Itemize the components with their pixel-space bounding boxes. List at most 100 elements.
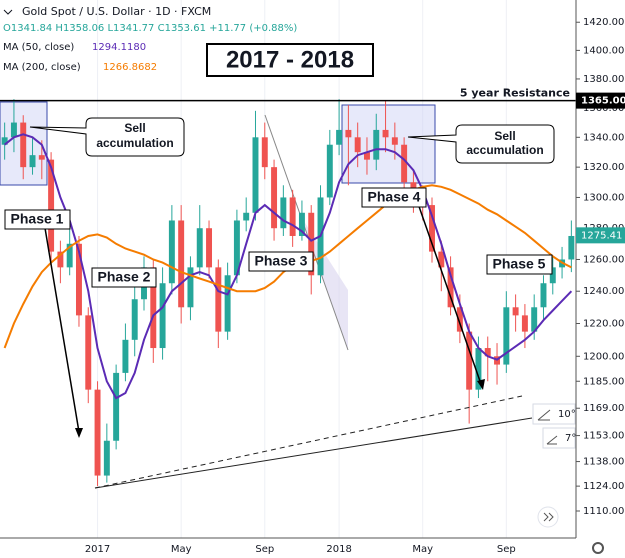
trend-line xyxy=(94,417,533,489)
callout-text: Sell xyxy=(124,121,145,135)
candle-body xyxy=(75,243,82,316)
ohlc-value: O1341.84 xyxy=(3,23,52,34)
candle-body xyxy=(224,275,231,332)
candle-body xyxy=(261,137,268,168)
ohlc-header: O1341.84 H1358.06 L1341.77 C1353.61 +11.… xyxy=(3,23,297,34)
phase-box xyxy=(486,254,553,275)
legend-entry: MA (50, close) xyxy=(3,42,74,53)
candle-body xyxy=(401,144,408,183)
y-tick-label: 1153.00 xyxy=(583,431,624,442)
callout-text: accumulation xyxy=(96,136,173,150)
last-price-label: 1275.41 xyxy=(581,230,622,241)
channel-line xyxy=(264,114,349,351)
candle-body xyxy=(512,307,519,316)
y-tick-label: 1380.00 xyxy=(583,74,624,85)
ohlc-change: +11.77 (+0.88%) xyxy=(209,23,297,34)
candle-body xyxy=(215,267,222,332)
candle-body xyxy=(103,440,110,476)
angle-icon xyxy=(537,409,551,421)
candle-body xyxy=(20,122,27,168)
y-tick-label: 1200.00 xyxy=(583,351,624,362)
y-tick-label: 1185.00 xyxy=(583,376,624,387)
candle-body xyxy=(429,205,435,252)
settings-button[interactable] xyxy=(592,542,604,554)
ohlc-value: C1353.61 xyxy=(158,23,206,34)
phase-label: Phase 4 xyxy=(368,189,421,205)
angle-box xyxy=(532,403,576,425)
ohlc-value: H1358.06 xyxy=(55,23,104,34)
candle-body xyxy=(363,152,370,160)
candle-body xyxy=(438,251,445,268)
candle-body xyxy=(447,267,454,308)
x-tick-label: Sep xyxy=(255,544,274,555)
drawings-front: Sell accumulation Sell accumulation Phas… xyxy=(3,5,604,554)
angle-icon xyxy=(546,435,558,445)
y-tick-label: 1110.00 xyxy=(583,506,624,517)
y-tick-label: 1169.00 xyxy=(583,403,624,414)
candle-body xyxy=(568,235,575,260)
y-tick-label: 1300.00 xyxy=(583,192,624,203)
candle-body xyxy=(66,243,73,268)
phase-label: Phase 3 xyxy=(255,253,308,269)
symbol: Gold Spot / U.S. Dollar · 1D · FXCM xyxy=(22,5,211,18)
y-tick-label: 1260.00 xyxy=(583,254,624,265)
angle-label: 7° xyxy=(565,433,576,444)
candle-body xyxy=(150,267,157,349)
candle-body xyxy=(336,129,343,145)
collapse-icon xyxy=(3,9,13,15)
y-tick-label: 1340.00 xyxy=(583,132,624,143)
candle-body xyxy=(206,228,213,268)
candle-body xyxy=(159,283,166,349)
candle-body xyxy=(391,137,398,145)
candle-body xyxy=(196,228,203,268)
phase-label: Phase 2 xyxy=(98,269,151,285)
x-tick-label: 2018 xyxy=(326,544,351,555)
candle-body xyxy=(48,159,55,252)
candle-body xyxy=(326,144,333,198)
candle-body xyxy=(503,307,510,365)
y-tick-label: 1400.00 xyxy=(583,45,624,56)
x-tick-label: Sep xyxy=(497,544,516,555)
candle-body xyxy=(29,155,36,168)
candle-body xyxy=(475,348,482,390)
candle-body xyxy=(373,129,380,160)
y-tick-label: 1420.00 xyxy=(583,17,624,28)
scroll-icon xyxy=(543,512,554,522)
candle-body xyxy=(131,299,138,340)
y-tick-label: 1240.00 xyxy=(583,286,624,297)
x-tick-label: 2017 xyxy=(85,544,110,555)
candle-body xyxy=(57,251,64,268)
callout xyxy=(407,124,555,164)
candle-body xyxy=(85,315,92,390)
candle-body xyxy=(113,372,120,441)
candle-body xyxy=(280,197,287,229)
candle-body xyxy=(271,167,278,229)
candle-body xyxy=(456,307,463,332)
candle-body xyxy=(178,220,185,308)
candle-body xyxy=(521,315,528,332)
angle-label: 10° xyxy=(558,409,576,420)
legend-value: 1266.8682 xyxy=(103,62,157,73)
candle-body xyxy=(354,137,361,153)
candle-body xyxy=(549,267,556,284)
chart-title: 2017 - 2018 xyxy=(226,46,354,73)
candle-body xyxy=(1,137,8,145)
candle-body xyxy=(289,197,296,236)
candle-body xyxy=(243,212,250,221)
phase-box xyxy=(4,209,71,230)
last-price-tag xyxy=(576,227,625,244)
arrow xyxy=(43,221,80,433)
x-tick-label: May xyxy=(171,544,192,555)
legend-value: 1294.1180 xyxy=(92,42,146,53)
y-tick-label: 1124.00 xyxy=(583,481,624,492)
x-tick-label: May xyxy=(412,544,433,555)
callout-text: Sell xyxy=(494,129,515,143)
phase-box xyxy=(248,251,314,272)
candle-body xyxy=(122,339,129,373)
candle-body xyxy=(233,220,240,276)
candle-body xyxy=(531,307,538,332)
y-tick-label: 1220.00 xyxy=(583,318,624,329)
candle-body xyxy=(168,220,175,284)
callout-text: accumulation xyxy=(466,143,543,157)
